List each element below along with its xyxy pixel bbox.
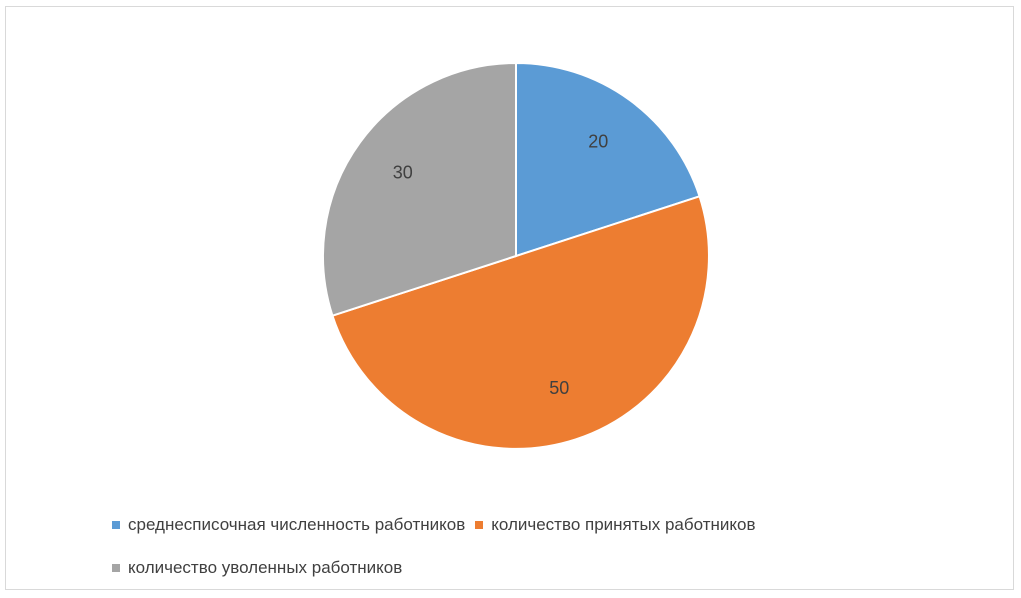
- data-label-1: 20: [588, 131, 608, 151]
- legend-row-2: количество уволенных работников: [112, 555, 932, 581]
- pie-slice-1: [515, 61, 701, 258]
- legend-label-2: количество принятых работников: [491, 515, 756, 534]
- data-label-3: 30: [393, 162, 413, 182]
- data-label-2: 50: [549, 378, 569, 398]
- legend-label-3: количество уволенных работников: [128, 558, 403, 577]
- legend: среднесписочная численность работников к…: [112, 512, 932, 598]
- legend-swatch-3: [112, 564, 120, 572]
- legend-swatch-1: [112, 521, 120, 529]
- legend-label-1: среднесписочная численность работников: [128, 515, 466, 534]
- legend-item-1: среднесписочная численность работников: [112, 515, 465, 535]
- pie-slice-2: [331, 195, 710, 450]
- legend-row-1: среднесписочная численность работников к…: [112, 512, 932, 538]
- pie-slice-3: [322, 61, 517, 317]
- legend-item-2: количество принятых работников: [475, 515, 755, 535]
- legend-swatch-2: [475, 521, 484, 529]
- legend-item-3: количество уволенных работников: [112, 558, 402, 578]
